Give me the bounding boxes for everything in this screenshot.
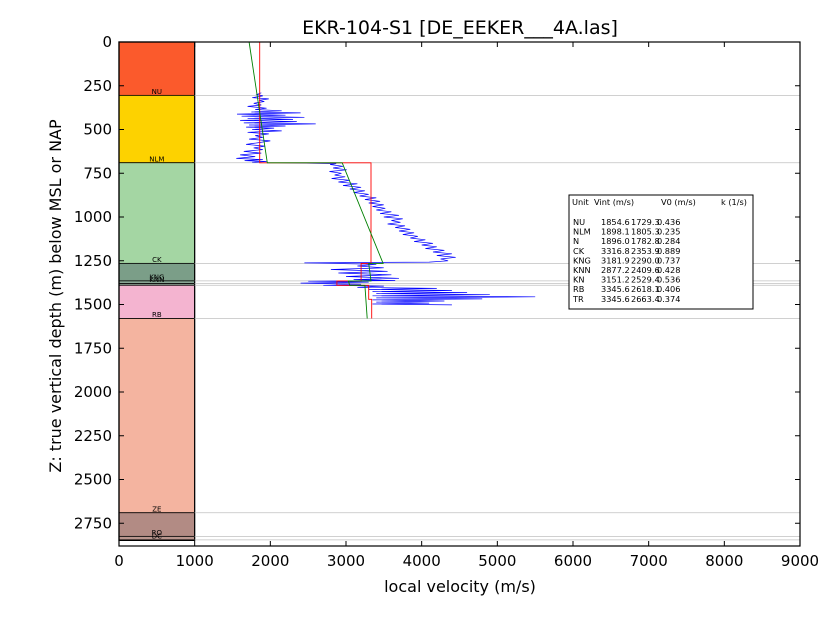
- x-tick-label: 7000: [630, 552, 668, 570]
- y-tick-label: 2750: [74, 514, 112, 532]
- y-tick-label: 2250: [74, 427, 112, 445]
- legend-cell: 1898.1: [601, 227, 630, 237]
- plot-frame: [118, 41, 801, 547]
- x-tick-label: 9000: [781, 552, 819, 570]
- x-tick-label: 6000: [554, 552, 592, 570]
- y-tick-label: 0: [102, 33, 112, 51]
- formation-boundary-lines: [194, 95, 800, 541]
- series-line-1: [236, 92, 536, 306]
- formation-layer-unit-0: [118, 41, 196, 96]
- legend-cell: 0.428: [657, 265, 680, 275]
- legend-cell: 1729.3: [631, 217, 660, 227]
- formation-layer-nlm: [118, 162, 196, 264]
- legend-row: RB 3345.62618.10.406: [573, 284, 680, 294]
- legend-cell: 3181.9: [601, 255, 630, 265]
- legend-header-cell: k (1/s): [721, 197, 747, 207]
- x-axis-label: local velocity (m/s): [384, 577, 536, 596]
- legend-cell: 3151.2: [601, 275, 630, 285]
- legend-cell: 3316.8: [601, 246, 630, 256]
- legend-cell: 0.737: [657, 255, 680, 265]
- y-tick-label: 1500: [74, 296, 112, 314]
- x-tick-label: 8000: [705, 552, 743, 570]
- legend-cell: 0.406: [657, 284, 680, 294]
- x-tick-label: 1000: [176, 552, 214, 570]
- formation-label-ro: RO: [152, 529, 163, 537]
- legend-row: TR 3345.62663.40.374: [572, 294, 680, 304]
- chart-title: EKR-104-S1 [DE_EEKER___4A.las]: [302, 17, 618, 39]
- formation-label-dc: DC: [152, 532, 162, 540]
- x-tick-label: 3000: [327, 552, 365, 570]
- legend-cell: KNG: [573, 255, 591, 265]
- formation-layer-rb: [118, 318, 196, 514]
- legend-cell: NLM: [573, 227, 591, 237]
- legend-cell: 2877.2: [601, 265, 630, 275]
- y-tick-label: 500: [83, 121, 112, 139]
- legend-row: NLM 1898.11805.30.235: [573, 227, 680, 237]
- legend-row: KNG 3181.92290.00.737: [573, 255, 680, 265]
- legend-cell: 1805.3: [631, 227, 660, 237]
- legend-cell: 2663.4: [631, 294, 660, 304]
- series-group: [236, 41, 536, 319]
- y-tick-label: 2000: [74, 383, 112, 401]
- formation-label-kng: KNG: [149, 273, 164, 281]
- legend-cell: 2409.6: [631, 265, 660, 275]
- legend-cell: N: [573, 236, 579, 246]
- y-tick-label: 1250: [74, 252, 112, 270]
- y-tick-label: 2500: [74, 471, 112, 489]
- formation-label-nu: NU: [152, 88, 162, 96]
- legend-row: N 1896.01782.80.284: [573, 236, 680, 246]
- x-tick-label: 4000: [403, 552, 441, 570]
- y-tick-label: 1000: [74, 208, 112, 226]
- formation-label-rb: RB: [152, 311, 162, 319]
- legend-header-cell: Unit: [572, 197, 589, 207]
- legend-cell: 0.284: [657, 236, 680, 246]
- legend-cell: 0.436: [657, 217, 680, 227]
- legend-cell: RB: [573, 284, 585, 294]
- legend-cell: CK: [573, 246, 585, 256]
- legend-row: CK 3316.82353.90.889: [573, 246, 680, 256]
- formation-layer-nu: [118, 94, 196, 164]
- x-tick-label: 5000: [478, 552, 516, 570]
- x-tick-label: 0: [114, 552, 124, 570]
- series-line-3: [248, 41, 384, 319]
- legend-cell: 2618.1: [631, 284, 660, 294]
- y-tick-label: 250: [83, 77, 112, 95]
- legend-row: KN 3151.22529.40.536: [573, 275, 680, 285]
- legend-row: NU 1854.61729.30.436: [573, 217, 680, 227]
- legend-cell: 1854.6: [601, 217, 630, 227]
- legend-cell: 2290.0: [631, 255, 660, 265]
- formation-label-knn: KNN: [149, 276, 164, 284]
- legend-cell: 0.889: [657, 246, 680, 256]
- legend-row: KNN 2877.22409.60.428: [573, 265, 680, 275]
- y-axis-label: Z: true vertical depth (m) below MSL or …: [46, 119, 65, 473]
- legend-cell: 0.374: [657, 294, 680, 304]
- legend-cell: 3345.6: [601, 284, 630, 294]
- legend-cell: 1782.8: [631, 236, 660, 246]
- x-tick-label: 2000: [251, 552, 289, 570]
- legend-cell: 3345.6: [601, 294, 630, 304]
- legend-header-cell: Vint (m/s): [594, 197, 634, 207]
- axes: 0 1000 2000 3000 4000 5000 6000 7000 8000 9000 0 25…: [74, 33, 819, 570]
- legend-cell: KNN: [573, 265, 591, 275]
- legend-cell: KN: [573, 275, 585, 285]
- legend-cell: TR: [572, 294, 584, 304]
- legend-cell: 1896.0: [601, 236, 630, 246]
- legend-cell: 0.536: [657, 275, 680, 285]
- formation-label-ze: ZE: [152, 505, 161, 513]
- legend-header-cell: V0 (m/s): [661, 197, 696, 207]
- legend-cell: 0.235: [657, 227, 680, 237]
- formation-label-ck: CK: [152, 256, 162, 264]
- formation-label-nlm: NLM: [149, 155, 164, 163]
- legend-box: [568, 194, 754, 310]
- legend-cell: NU: [573, 217, 585, 227]
- legend: Unit Vint (m/s) V0 (m/s) k (1/s) NU 1854.6172…: [568, 194, 754, 310]
- legend-cell: 2529.4: [631, 275, 660, 285]
- y-tick-label: 1750: [74, 339, 112, 357]
- y-tick-label: 750: [83, 164, 112, 182]
- legend-cell: 2353.9: [631, 246, 660, 256]
